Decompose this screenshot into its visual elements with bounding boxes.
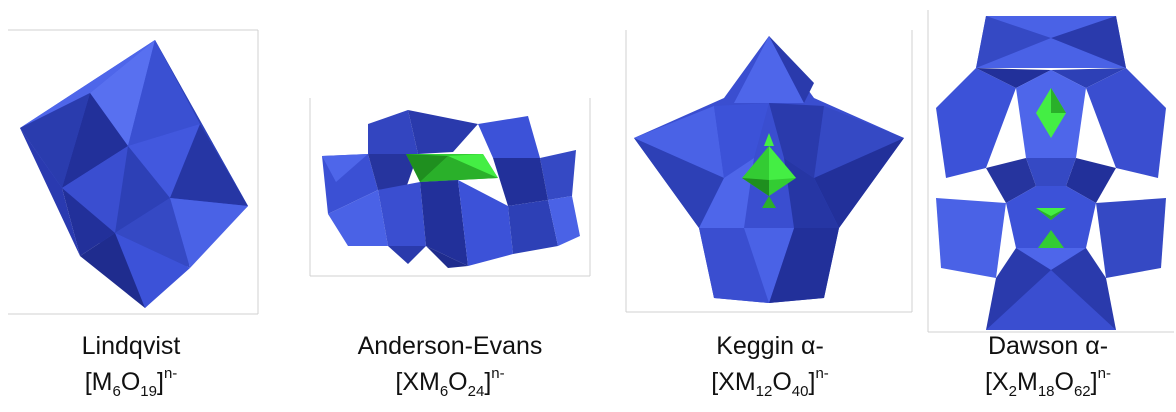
lindqvist-caption: Lindqvist [M6O19]n- (0, 330, 262, 402)
anderson-evans-formula: [XM6O24]n- (395, 364, 505, 400)
dawson-name: Dawson α- (987, 332, 1109, 360)
anderson-evans-caption: Anderson-Evans [XM6O24]n- (300, 330, 600, 402)
keggin-name: Keggin α- (716, 332, 824, 360)
lindqvist-name: Lindqvist (81, 332, 181, 360)
anderson-evans-name: Anderson-Evans (357, 332, 543, 360)
keggin-formula: [XM12O40]n- (711, 364, 829, 400)
anderson-evans-structure-image (308, 96, 592, 278)
lindqvist-structure-image (0, 28, 262, 316)
dawson-caption: Dawson α- [X2M18O62]n- (920, 330, 1176, 402)
dawson-formula: [X2M18O62]n- (985, 364, 1111, 400)
keggin-structure-image (624, 28, 914, 314)
keggin-caption: Keggin α- [XM12O40]n- (620, 330, 920, 402)
dawson-structure-image (926, 8, 1176, 334)
lindqvist-formula: [M6O19]n- (84, 364, 178, 400)
